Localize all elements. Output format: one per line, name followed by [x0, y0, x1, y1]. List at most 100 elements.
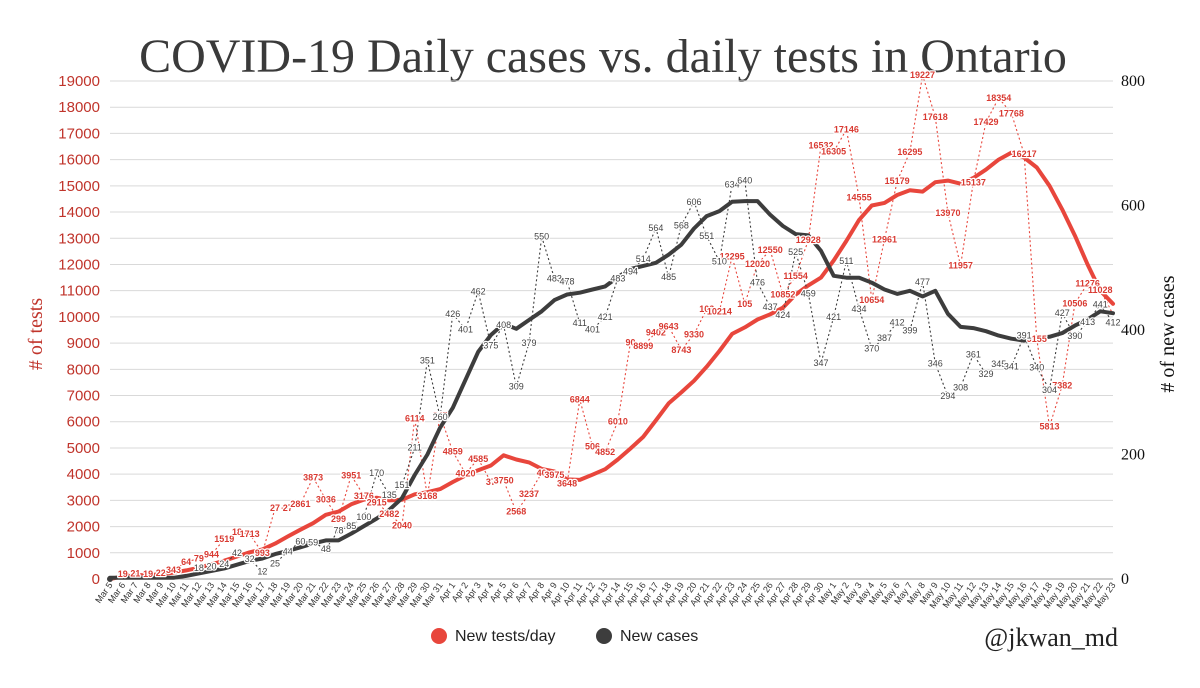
cases-daily-line: [109, 179, 1114, 580]
tests-data-label: 27: [270, 503, 280, 513]
cases-data-label: 32: [245, 554, 255, 564]
tests-data-label: 2861: [290, 499, 310, 509]
cases-data-label: 390: [1067, 331, 1082, 341]
cases-data-label: 514: [636, 254, 651, 264]
cases-data-label: 441: [1093, 299, 1108, 309]
tests-data-label: 4859: [443, 447, 463, 457]
tests-data-label: 17146: [834, 125, 859, 135]
tests-data-label: 10506: [1062, 299, 1087, 309]
cases-data-label: 483: [547, 273, 562, 283]
series-lines: [108, 74, 1115, 581]
cases-data-label: 100: [356, 512, 371, 522]
cases-data-label: 494: [623, 266, 638, 276]
left-tick-label: 7000: [67, 388, 100, 405]
cases-data-label: 42: [232, 548, 242, 558]
tests-data-label: 3237: [519, 489, 539, 499]
tests-data-label: 3036: [316, 494, 336, 504]
tests-data-label: 506: [585, 441, 600, 451]
tests-data-label: 3873: [303, 472, 323, 482]
left-tick-label: 15000: [58, 178, 100, 195]
tests-data-label: 2040: [392, 521, 412, 531]
cases-data-label: 308: [953, 382, 968, 392]
tests-data-label: 9643: [659, 321, 679, 331]
right-tick-label: 800: [1121, 73, 1145, 90]
cases-data-label: 478: [560, 276, 575, 286]
tests-data-label: 9155: [1027, 334, 1047, 344]
tests-data-label: 4020: [455, 469, 475, 479]
tests-data-label: 6844: [570, 395, 590, 405]
cases-data-label: 44: [283, 547, 293, 557]
legend-label-cases: New cases: [620, 628, 698, 645]
left-tick-label: 13000: [58, 230, 100, 247]
cases-data-label: 25: [270, 558, 280, 568]
left-tick-label: 11000: [59, 283, 100, 300]
tests-data-label: 11554: [783, 271, 808, 281]
cases-data-label: 408: [496, 320, 511, 330]
tests-data-label: 10654: [859, 295, 884, 305]
tests-data-label: 4852: [595, 447, 615, 457]
right-tick-label: 600: [1121, 198, 1145, 215]
tests-data-label: 103: [699, 304, 714, 314]
cases-data-label: 211: [408, 443, 422, 453]
tests-data-label: 79: [194, 553, 204, 563]
left-tick-label: 12000: [58, 256, 100, 273]
cases-data-label: 260: [433, 412, 448, 422]
left-tick-label: 16000: [58, 152, 100, 169]
tests-data-label: 15137: [961, 177, 986, 187]
cases-data-label: 401: [458, 324, 473, 334]
tests-data-label: 8743: [671, 345, 691, 355]
left-axis: 0 1000 2000 3000 4000 5000 6000 7000 8000 9000 100…: [58, 73, 100, 588]
tests-data-label: 1519: [214, 534, 234, 544]
cases-data-label: 634: [725, 179, 740, 189]
tests-data-label: 6010: [608, 416, 628, 426]
cases-data-label: 426: [445, 309, 460, 319]
start-point: [107, 576, 113, 582]
cases-data-label: 24: [219, 559, 229, 569]
tests-data-label: 12961: [872, 234, 897, 244]
tests-data-label: 18: [232, 527, 242, 537]
tests-data-label: 299: [331, 514, 346, 524]
tests-data-label: 15179: [885, 176, 910, 186]
left-tick-label: 18000: [58, 99, 100, 116]
cases-data-label: 424: [775, 310, 790, 320]
cases-data-label: 387: [877, 333, 892, 343]
tests-data-label: 9330: [684, 329, 704, 339]
tests-data-label: 12550: [758, 245, 783, 255]
cases-data-label: 551: [699, 231, 714, 241]
cases-data-label: 510: [712, 257, 727, 267]
tests-data-label: 1713: [240, 529, 260, 539]
cases-data-label: 78: [334, 525, 344, 535]
left-tick-label: 8000: [67, 361, 100, 378]
cases-data-label: 606: [687, 197, 702, 207]
cases-data-label: 564: [648, 223, 663, 233]
cases-data-label: 170: [369, 468, 384, 478]
tests-data-label: 27: [283, 503, 293, 513]
tests-data-label: 21: [130, 568, 140, 578]
legend: New tests/day New cases: [431, 628, 698, 645]
legend-label-tests: New tests/day: [455, 628, 555, 645]
cases-data-label: 525: [788, 247, 803, 257]
left-tick-label: 1000: [67, 545, 100, 562]
cases-data-label: 379: [521, 338, 536, 348]
left-tick-label: 19000: [58, 73, 100, 90]
tests-data-label: 11028: [1088, 285, 1113, 295]
tests-data-label: 993: [255, 548, 270, 558]
tests-data-label: 6114: [405, 414, 425, 424]
left-tick-label: 5000: [67, 440, 100, 457]
tests-data-label: 16532: [808, 141, 833, 151]
tests-data-label: 12295: [720, 252, 745, 262]
cases-data-label: 341: [1004, 362, 1019, 372]
tests-data-label: 17768: [999, 108, 1024, 118]
right-tick-label: 200: [1121, 447, 1145, 464]
cases-data-label: 411: [573, 318, 587, 328]
tests-data-label: 19227: [910, 70, 935, 80]
tests-data-label: 19: [118, 569, 128, 579]
cases-data-label: 18: [194, 563, 204, 573]
tests-data-label: 16295: [897, 147, 922, 157]
tests-data-label: 2915: [367, 498, 387, 508]
cases-data-label: 412: [1105, 318, 1120, 328]
cases-data-label: 309: [509, 382, 524, 392]
cases-data-label: 434: [852, 304, 867, 314]
cases-data-label: 340: [1029, 362, 1044, 372]
